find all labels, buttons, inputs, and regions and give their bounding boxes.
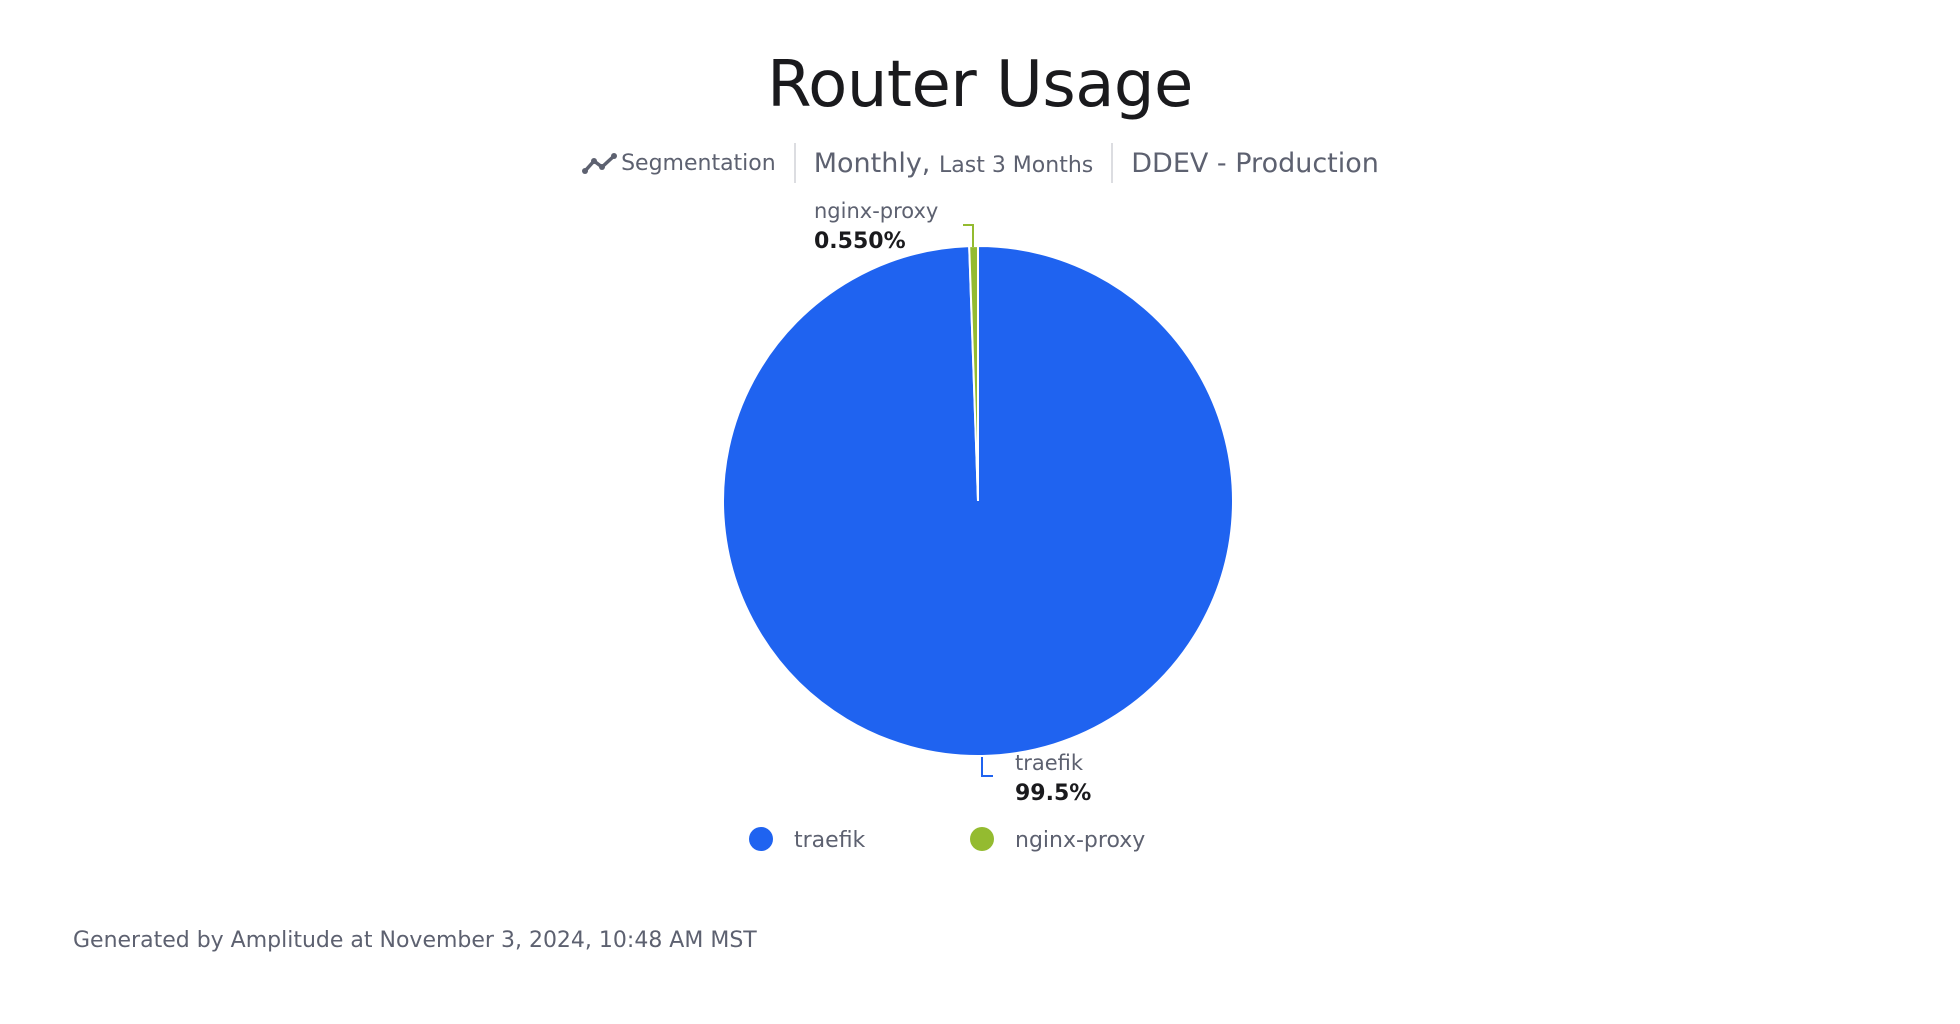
range-label: Last 3 Months xyxy=(939,152,1094,178)
project-name: DDEV - Production xyxy=(1131,147,1379,179)
chart-title: Router Usage xyxy=(767,48,1193,122)
footer-note: Generated by Amplitude at November 3, 20… xyxy=(73,928,757,953)
chart-type-label: Segmentation xyxy=(621,150,776,176)
legend-swatch-nginx-proxy xyxy=(970,827,994,851)
divider xyxy=(793,143,796,183)
chart-subtitle: Segmentation Monthly, Last 3 Months DDEV… xyxy=(0,143,1960,183)
data-label-name-nginx-proxy: nginx-proxy xyxy=(814,199,938,223)
legend-label-nginx-proxy: nginx-proxy xyxy=(1015,828,1145,853)
chart-type: Segmentation xyxy=(581,151,794,176)
leader-line-nginx-proxy xyxy=(963,224,974,247)
line-chart-icon xyxy=(582,153,618,174)
legend-label-traefik: traefik xyxy=(794,828,866,853)
divider xyxy=(1111,143,1114,183)
data-label-value-traefik: 99.5% xyxy=(1015,781,1091,806)
interval-label: Monthly, xyxy=(813,147,931,179)
data-label-value-nginx-proxy: 0.550% xyxy=(814,229,906,254)
data-label-name-traefik: traefik xyxy=(1015,751,1084,775)
legend-swatch-traefik xyxy=(749,827,773,851)
leader-line-traefik xyxy=(981,757,993,777)
date-range: Monthly, Last 3 Months xyxy=(796,148,1112,179)
